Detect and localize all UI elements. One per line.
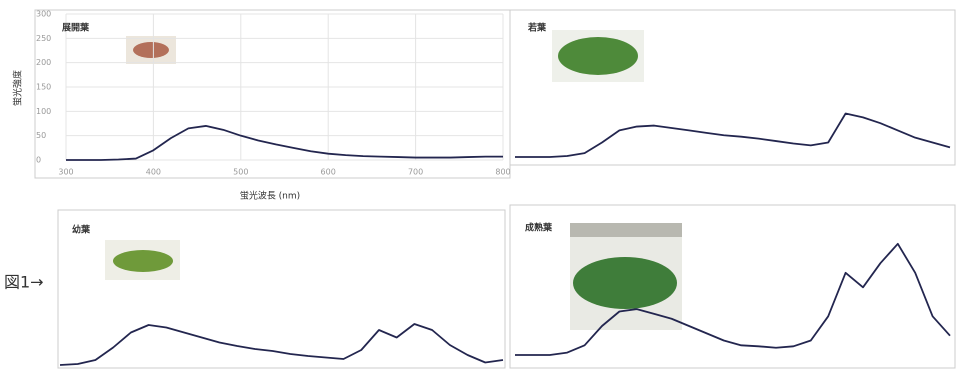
x-tick-label: 300 (58, 168, 73, 177)
x-tick-label: 700 (408, 168, 423, 177)
x-tick-label: 400 (146, 168, 161, 177)
y-tick-label: 50 (36, 131, 46, 140)
x-axis-label: 蛍光波長 (nm) (240, 190, 300, 202)
y-tick-label: 250 (36, 34, 51, 43)
panel-title: 若葉 (527, 22, 547, 34)
ruler (570, 223, 682, 237)
panel-title: 成熟葉 (525, 222, 553, 234)
y-axis-label: 蛍光強度 (12, 70, 24, 106)
y-tick-label: 150 (36, 83, 51, 92)
leaf (113, 250, 173, 272)
x-tick-label: 600 (321, 168, 336, 177)
y-tick-label: 200 (36, 58, 51, 67)
x-tick-label: 800 (495, 168, 510, 177)
y-tick-label: 100 (36, 107, 51, 116)
panel-title: 幼葉 (72, 224, 91, 236)
leaf (133, 42, 169, 58)
leaf (573, 257, 677, 309)
leaf (558, 37, 638, 75)
y-tick-label: 300 (36, 10, 51, 19)
x-tick-label: 500 (233, 168, 248, 177)
figure: 蛍光強度 蛍光波長 (nm) 図1→ 0 50 100 150 200 250 300 300… (0, 0, 969, 370)
annotation: 図1→ (4, 273, 44, 292)
panel-frame (58, 210, 505, 368)
panel-title: 展開葉 (62, 22, 90, 34)
panel-frame (35, 10, 510, 178)
y-tick-label: 0 (36, 156, 41, 165)
